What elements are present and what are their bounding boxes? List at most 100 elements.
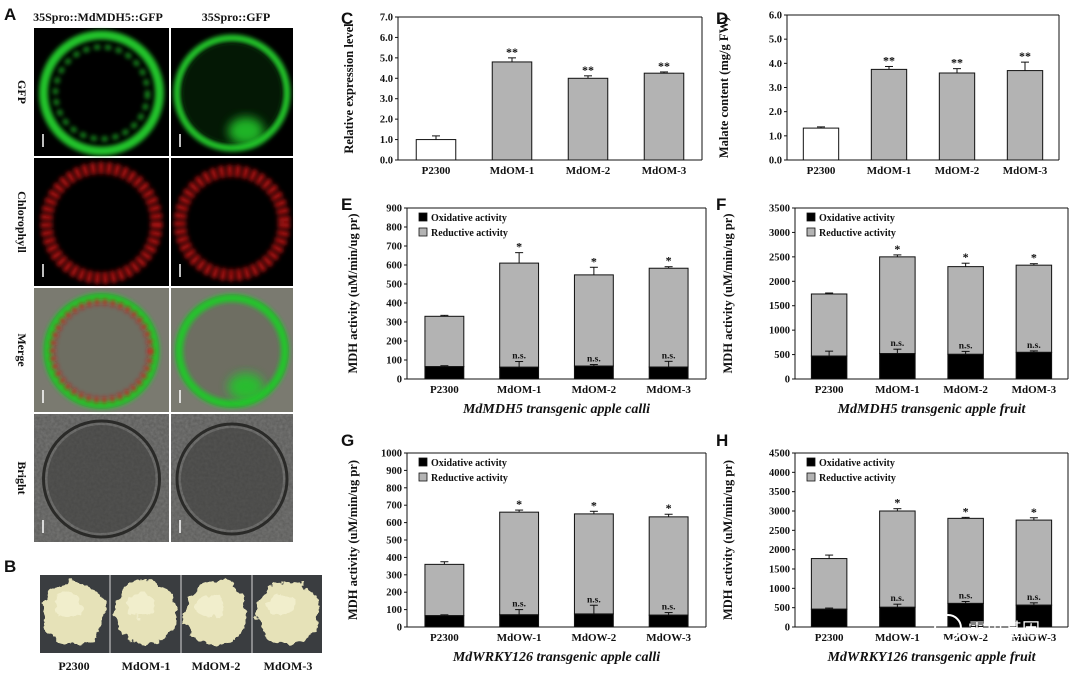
chart-c: C 0.0 1.0 2.0 3.0 4.0 5.0 6.0 7.0 Relative expres… xyxy=(341,9,703,177)
bar-reductive xyxy=(879,510,916,608)
y-tick-label: 3.0 xyxy=(380,94,393,105)
bar-oxidative xyxy=(879,353,916,380)
y-tick-label: 0.0 xyxy=(769,156,782,167)
bar-reductive xyxy=(499,262,540,368)
bar-group-2: * n.s. MdOW-1 xyxy=(497,497,542,644)
bar-group-2: ** MdOM-1 xyxy=(490,45,535,177)
caption-rest: transgenic apple calli xyxy=(533,650,660,665)
bar-oxidative xyxy=(424,366,465,380)
bar xyxy=(415,139,457,161)
y-tick-label: 1000 xyxy=(769,326,790,337)
bar-oxidative xyxy=(573,613,614,628)
chart-g: G 0 100 200 300 400 500 600 700 800 900 1000 MDH act… xyxy=(341,431,707,665)
chart-d: D 0.0 1.0 2.0 3.0 4.0 5.0 6.0 Malate content (mg… xyxy=(716,9,1060,177)
y-tick-label: 700 xyxy=(386,501,402,512)
bar xyxy=(567,77,609,161)
x-tick-label: P2300 xyxy=(815,632,844,644)
column-label-mdmdh5-gfp: 35Spro::MdMDH5::GFP xyxy=(33,10,163,24)
y-tick-label: 700 xyxy=(386,242,402,253)
callus-highlight xyxy=(196,594,224,618)
bar-oxidative xyxy=(499,366,540,380)
y-axis-label: Malate content (mg/g FW) xyxy=(717,17,731,158)
x-tick-label: MdOM-1 xyxy=(497,384,542,396)
micrograph-background xyxy=(171,158,293,286)
row-label-chlorophyll: Chlorophyll xyxy=(15,191,29,253)
bar xyxy=(643,72,685,161)
bar-group-4: * n.s. MdOW-3 xyxy=(1011,505,1056,644)
caption-rest: transgenic apple fruit xyxy=(897,402,1026,417)
bar-reductive xyxy=(879,256,916,355)
significance-marker: * xyxy=(1031,505,1037,519)
merge-cell-body xyxy=(43,293,160,409)
legend: Oxidative activity Reductive activity xyxy=(806,457,896,484)
bar-reductive xyxy=(1015,264,1053,353)
chart-f: F 0 500 1000 1500 2000 2500 3000 3500 MDH activit… xyxy=(716,195,1069,417)
y-tick-label: 500 xyxy=(386,536,402,547)
y-tick-label: 800 xyxy=(386,483,402,494)
bar-group-1: P2300 xyxy=(802,126,840,177)
bar-group-4: ** MdOM-3 xyxy=(1003,49,1048,177)
legend-label-reductive: Reductive activity xyxy=(431,473,508,484)
significance-marker: * xyxy=(666,501,672,515)
x-tick-label: MdOW-1 xyxy=(497,632,542,644)
significance-marker: ** xyxy=(582,63,594,77)
y-tick-label: 7.0 xyxy=(380,13,393,24)
bar xyxy=(802,127,840,161)
x-tick-label: P2300 xyxy=(430,632,459,644)
x-tick-label: MdOW-3 xyxy=(1011,632,1056,644)
bar-oxidative xyxy=(810,355,848,380)
bar-group-4: * n.s. MdOM-3 xyxy=(646,254,691,396)
y-axis-label: MDH activity (uM/min/ug pr) xyxy=(346,460,360,620)
bar-oxidative xyxy=(499,614,540,628)
calli-label: MdOM-3 xyxy=(264,659,313,673)
y-tick-label: 300 xyxy=(386,570,402,581)
significance-marker: * xyxy=(591,254,597,268)
y-tick-label: 600 xyxy=(386,261,402,272)
bar-reductive xyxy=(424,563,465,617)
bar xyxy=(491,61,533,161)
x-tick-label: MdOM-3 xyxy=(1012,384,1057,396)
panel-label-c: C xyxy=(341,9,353,28)
bar-oxidative xyxy=(810,608,848,628)
bar-reductive xyxy=(573,274,614,367)
y-tick-label: 3500 xyxy=(769,487,790,498)
bar-group-3: * n.s. MdOW-2 xyxy=(943,504,988,644)
callus-2: MdOM-1 xyxy=(115,581,177,673)
bar-group-4: * n.s. MdOM-3 xyxy=(1012,251,1057,396)
significance-marker: * xyxy=(894,242,900,256)
bar-oxidative xyxy=(424,615,465,628)
y-tick-label: 300 xyxy=(386,318,402,329)
legend-label-reductive: Reductive activity xyxy=(819,473,896,484)
legend-label-oxidative: Oxidative activity xyxy=(819,458,895,469)
y-axis-label: MDH activity (uM/min/ug pr) xyxy=(721,460,735,620)
bar-group-4: ** MdOM-3 xyxy=(642,59,687,177)
panel-label-b: B xyxy=(4,557,16,576)
bar xyxy=(1006,70,1044,161)
merge-nucleus xyxy=(228,373,264,401)
micrograph-chlorophyll-mdmdh5-gfp xyxy=(34,158,169,286)
bar-group-3: * n.s. MdOM-2 xyxy=(572,254,617,396)
cell-membrane-gfp xyxy=(173,34,291,152)
bar-group-1: P2300 xyxy=(810,292,848,396)
chloroplast-gfp-ring xyxy=(53,44,150,142)
y-tick-label: 2.0 xyxy=(380,115,393,126)
bar-group-3: * n.s. MdOW-2 xyxy=(571,498,616,644)
bar xyxy=(870,68,908,161)
chart-caption: MdWRKY126 transgenic apple calli xyxy=(452,650,660,665)
significance-marker: ** xyxy=(951,56,963,70)
cytosol-gfp xyxy=(183,44,281,142)
y-tick-label: 100 xyxy=(386,605,402,616)
bar-oxidative xyxy=(648,366,689,380)
bar-group-4: * n.s. MdOW-3 xyxy=(646,501,691,644)
ns-marker: n.s. xyxy=(959,341,973,351)
bar-group-3: * n.s. MdOM-2 xyxy=(943,250,988,396)
significance-marker: ** xyxy=(1019,49,1031,63)
micrograph-background xyxy=(34,158,169,286)
significance-marker: ** xyxy=(883,53,895,67)
cell-membrane-gfp xyxy=(39,30,164,156)
bar-oxidative xyxy=(648,614,689,628)
microscopy-grid xyxy=(34,28,293,542)
significance-marker: * xyxy=(591,498,597,512)
bar xyxy=(938,72,976,161)
bright-field-cell-outline xyxy=(175,422,289,536)
